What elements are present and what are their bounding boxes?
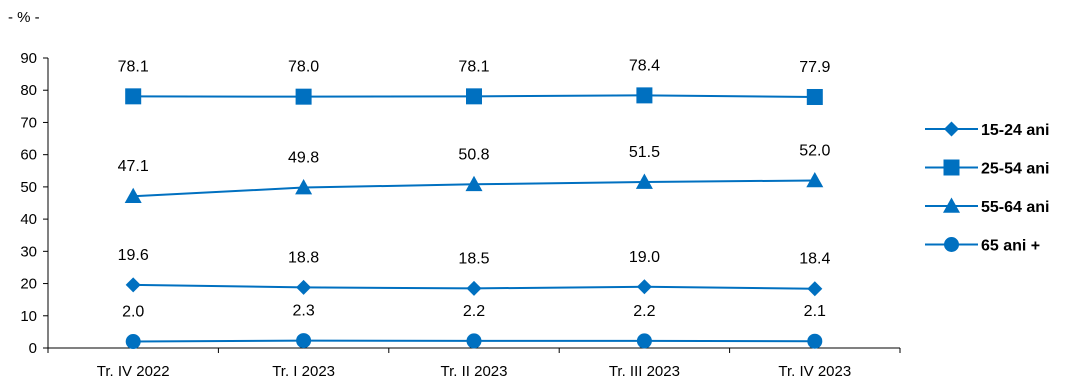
legend-marker <box>943 159 960 176</box>
y-tick-label: 90 <box>20 50 37 67</box>
y-tick-label: 20 <box>20 276 37 293</box>
legend-label: 55-64 ani <box>981 199 1049 216</box>
data-point <box>636 87 653 104</box>
data-point <box>806 88 823 105</box>
series-diamond: 19.6 18.8 18.5 19.0 18.4 <box>118 247 830 297</box>
data-label: 19.0 <box>629 249 660 266</box>
data-label: 2.2 <box>463 303 485 320</box>
data-label: 47.1 <box>118 158 149 175</box>
data-point <box>466 333 482 349</box>
legend-item: 55-64 ani <box>925 197 1049 216</box>
series-circle: 2.0 2.3 2.2 2.2 2.1 <box>122 303 826 350</box>
series-layer: 19.6 18.8 18.5 19.0 18.4 78.1 78.0 78.1 78.4 77.9… <box>118 57 830 350</box>
series-square: 78.1 78.0 78.1 78.4 77.9 <box>118 57 830 105</box>
data-label: 2.2 <box>633 303 655 320</box>
legend-label: 65 ani + <box>981 238 1040 255</box>
legend: 15-24 ani 25-54 ani 55-64 ani 65 ani + <box>925 121 1049 255</box>
y-tick-label: 60 <box>20 147 37 164</box>
data-point <box>807 281 823 297</box>
data-label: 77.9 <box>799 59 830 76</box>
y-tick-label: 50 <box>20 179 37 196</box>
data-label: 50.8 <box>458 146 489 163</box>
y-tick-label: 70 <box>20 114 37 131</box>
data-point <box>295 179 313 195</box>
y-tick-label: 10 <box>20 308 37 325</box>
data-label: 19.6 <box>118 247 149 264</box>
data-point <box>807 333 823 349</box>
legend-marker <box>944 121 959 137</box>
data-point <box>296 279 312 295</box>
y-tick-label: 40 <box>20 211 37 228</box>
data-label: 78.0 <box>288 59 319 76</box>
chart-axes: 0 10 20 30 40 50 60 70 80 90 Tr. IV 2022 Tr. I 2023… <box>20 50 901 380</box>
data-point <box>466 88 482 105</box>
legend-label: 25-54 ani <box>981 161 1049 178</box>
data-label: 78.1 <box>118 58 149 75</box>
data-point <box>806 171 824 188</box>
data-label: 78.4 <box>629 57 660 74</box>
data-label: 52.0 <box>799 142 830 159</box>
data-point <box>125 277 141 293</box>
data-point <box>296 333 312 349</box>
data-label: 18.4 <box>799 251 830 268</box>
data-point <box>125 334 141 350</box>
y-tick-label: 80 <box>20 82 37 99</box>
legend-item: 25-54 ani <box>925 159 1049 178</box>
data-point <box>636 279 652 295</box>
data-label: 2.3 <box>292 303 314 320</box>
y-tick-label: 0 <box>29 340 37 357</box>
data-label: 78.1 <box>458 58 489 75</box>
legend-item: 65 ani + <box>925 237 1040 255</box>
x-tick-label: Tr. III 2023 <box>609 363 680 380</box>
x-tick-label: Tr. II 2023 <box>441 363 508 380</box>
data-label: 2.1 <box>804 303 826 320</box>
legend-label: 15-24 ani <box>981 122 1049 139</box>
x-tick-label: Tr. I 2023 <box>272 363 335 380</box>
data-point <box>125 88 142 105</box>
data-label: 2.0 <box>122 304 144 321</box>
data-point <box>635 173 653 189</box>
data-label: 49.8 <box>288 150 319 167</box>
series-triangle: 47.1 49.8 50.8 51.5 52.0 <box>118 142 830 204</box>
data-point <box>124 187 142 204</box>
x-tick-label: Tr. IV 2022 <box>97 363 170 380</box>
legend-marker <box>943 197 960 213</box>
y-tick-label: 30 <box>20 243 37 260</box>
legend-marker <box>944 237 959 252</box>
data-point <box>465 175 483 192</box>
x-tick-label: Tr. IV 2023 <box>778 363 851 380</box>
data-label: 51.5 <box>629 144 660 161</box>
unit-label: - % - <box>8 9 40 26</box>
data-point <box>295 88 312 105</box>
data-label: 18.5 <box>458 250 489 267</box>
data-label: 18.8 <box>288 249 319 266</box>
data-point <box>466 280 482 296</box>
data-point <box>636 333 652 349</box>
legend-item: 15-24 ani <box>925 121 1049 139</box>
